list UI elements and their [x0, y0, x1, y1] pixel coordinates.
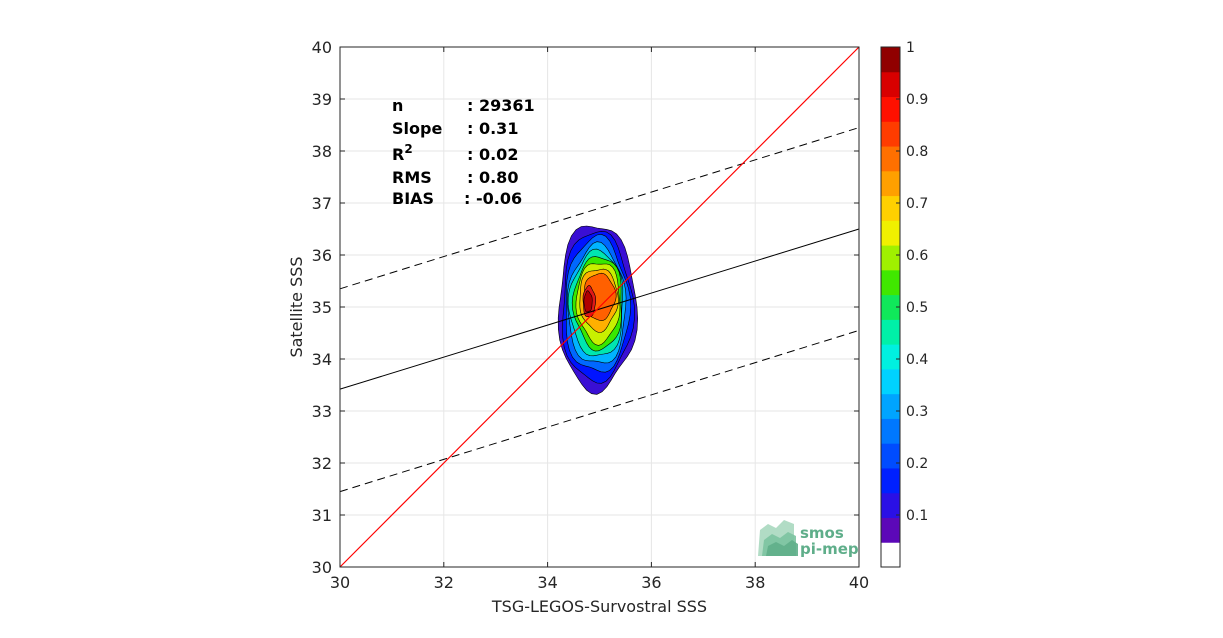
colorbar-band [881, 368, 900, 395]
y-tick-label: 31 [312, 506, 332, 525]
y-tick-label: 39 [312, 90, 332, 109]
colorbar-band [881, 294, 900, 320]
y-tick-label: 33 [312, 402, 332, 421]
stat-key: Slope [392, 119, 442, 138]
density-contours [557, 225, 639, 395]
colorbar-band [881, 220, 900, 246]
y-tick-label: 40 [312, 38, 332, 57]
y-tick-label: 30 [312, 558, 332, 577]
x-tick-label: 34 [537, 573, 557, 592]
colorbar-band [881, 344, 900, 370]
colorbar-band [881, 96, 900, 122]
wave-icon [758, 520, 798, 556]
stat-value: : 0.80 [467, 168, 518, 187]
colorbar-tick-label: 0.8 [906, 144, 928, 160]
colorbar-tick-label: 0.9 [906, 92, 928, 108]
colorbar-ticks: 0.1 0.2 0.3 0.4 0.5 0.6 0.7 0.8 0.9 1 [896, 40, 928, 524]
colorbar-band [881, 71, 900, 98]
regression-line [339, 228, 860, 390]
y-tick-label: 37 [312, 194, 332, 213]
colorbar-tick-label: 0.6 [906, 248, 928, 264]
colorbar-tick-label: 0.5 [906, 300, 928, 316]
statistics-box: n : 29361 Slope : 0.31 R2 : 0.02 RMS : 0.80 BIAS… [392, 96, 535, 208]
stat-value: : -0.06 [464, 189, 522, 208]
colorbar-band [881, 443, 900, 469]
colorbar-tick-label: 0.7 [906, 196, 928, 212]
stat-value: : 29361 [467, 96, 535, 115]
colorbar-band [881, 418, 900, 444]
y-tick-label: 35 [312, 298, 332, 317]
logo-text-line1: smos [800, 524, 844, 542]
colorbar-band [881, 467, 900, 494]
x-tick-label: 38 [745, 573, 765, 592]
colorbar-band [881, 492, 900, 518]
stat-value: : 0.31 [467, 119, 518, 138]
y-tick-label: 32 [312, 454, 332, 473]
y-tick-label: 38 [312, 142, 332, 161]
colorbar-band [881, 170, 900, 197]
x-axis-label: TSG-LEGOS-Survostral SSS [491, 597, 707, 616]
stat-key: R2 [392, 142, 413, 164]
colorbar-tick-label: 0.3 [906, 404, 928, 420]
stat-key: RMS [392, 168, 432, 187]
y-tick-label: 34 [312, 350, 332, 369]
logo-text-line2: pi-mep [800, 540, 859, 558]
y-tick-label: 36 [312, 246, 332, 265]
colorbar-tick-label: 1 [906, 40, 915, 56]
colorbar-band [881, 542, 900, 568]
colorbar-band [881, 47, 900, 73]
stat-key: n [392, 96, 403, 115]
colorbar-tick-label: 0.2 [906, 456, 928, 472]
colorbar-band [881, 195, 900, 221]
colorbar-band [881, 121, 900, 147]
x-tick-label: 32 [434, 573, 454, 592]
stat-key-superscript: 2 [404, 142, 412, 156]
identity-line [339, 46, 860, 568]
colorbar-band [881, 319, 900, 345]
colorbar-tick-label: 0.4 [906, 352, 928, 368]
y-axis-label: Satellite SSS [287, 256, 306, 357]
colorbar-tick-label: 0.1 [906, 508, 928, 524]
x-tick-label: 30 [330, 573, 350, 592]
y-axis-ticks: 30 31 32 33 34 35 36 37 38 39 40 [312, 38, 859, 577]
colorbar-band [881, 245, 900, 271]
colorbar-band [881, 393, 900, 419]
x-tick-label: 40 [849, 573, 869, 592]
smos-pimep-logo: smos pi-mep [758, 520, 859, 558]
stat-key: BIAS [392, 189, 434, 208]
colorbar-band [881, 146, 900, 172]
stat-value: : 0.02 [467, 145, 518, 164]
x-axis-ticks: 30 32 34 36 38 40 [330, 47, 869, 592]
colorbar [880, 46, 901, 568]
density-contour [583, 290, 593, 313]
fit-lines [339, 46, 860, 568]
x-tick-label: 36 [641, 573, 661, 592]
colorbar-band [881, 269, 900, 296]
colorbar-band [881, 517, 900, 543]
